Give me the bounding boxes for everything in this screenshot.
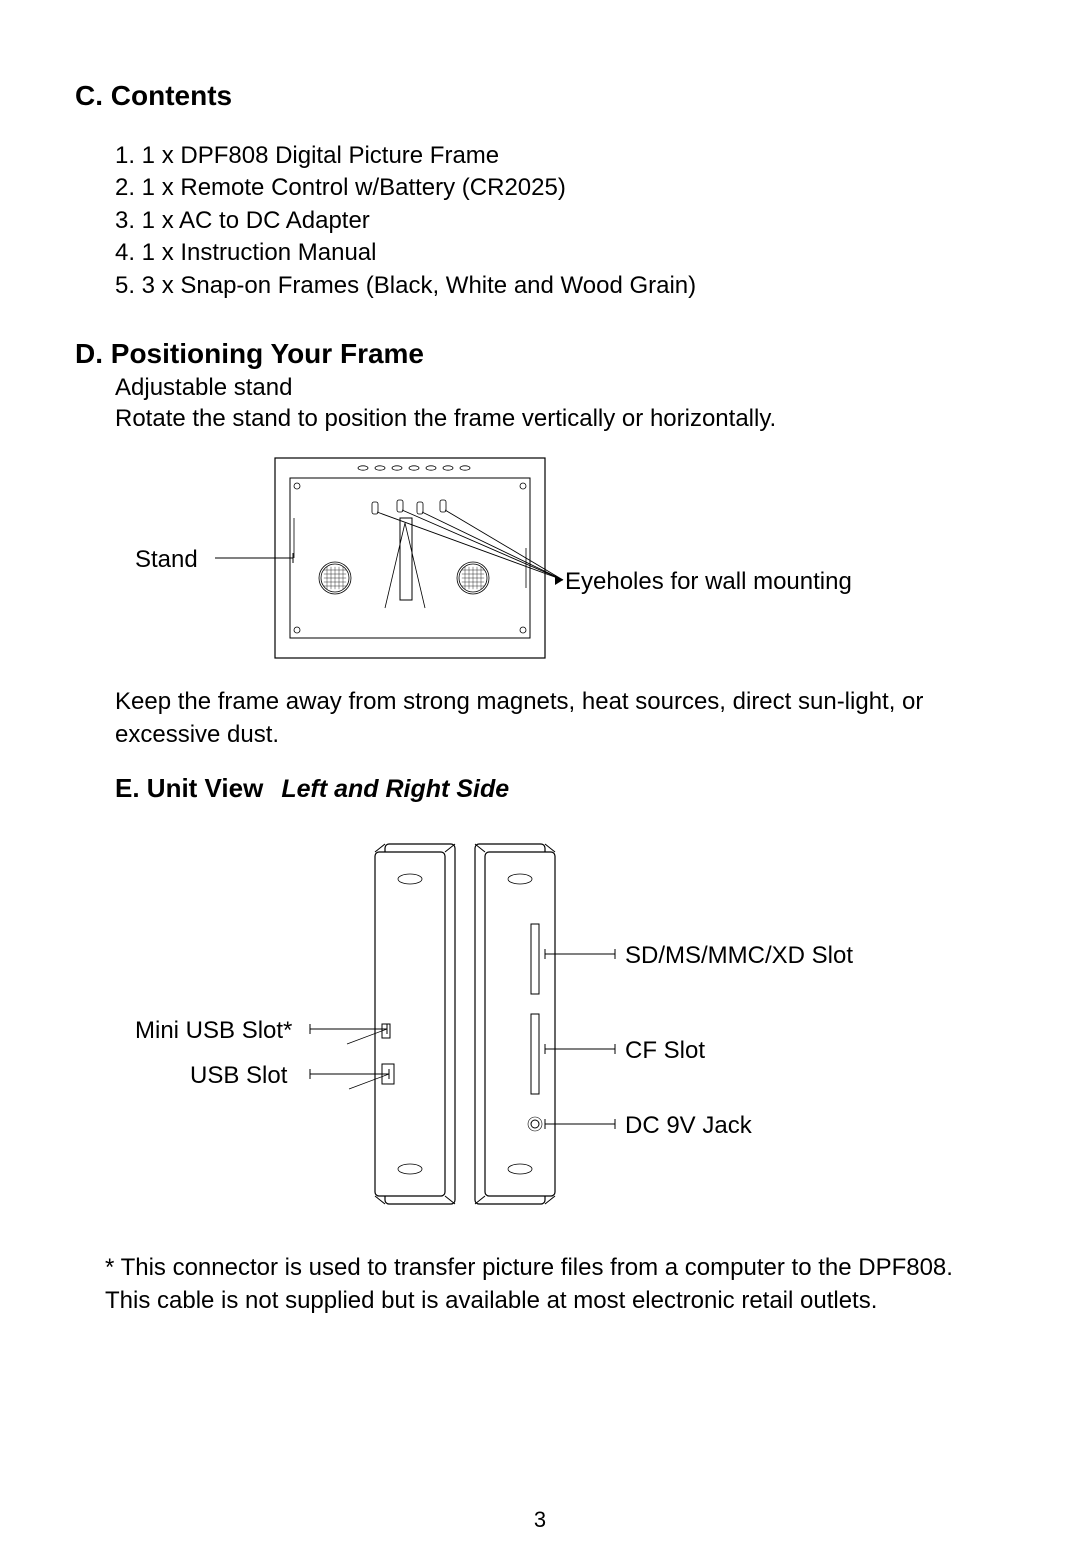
section-e-subheading: Left and Right Side (281, 775, 509, 804)
contents-list: 1. 1 x DPF808 Digital Picture Frame 2. 1… (115, 140, 1005, 302)
unit-side-diagram: Mini USB Slot* USB Slot SD/MS/MMC/XD Slo… (75, 824, 1005, 1224)
section-c-heading: C. Contents (75, 80, 1005, 112)
usb-label: USB Slot (190, 1062, 287, 1090)
contents-item: 3. 1 x AC to DC Adapter (115, 205, 1005, 237)
mini-usb-label: Mini USB Slot* (135, 1017, 292, 1045)
section-e-footnote: * This connector is used to transfer pic… (105, 1252, 975, 1317)
contents-item: 4. 1 x Instruction Manual (115, 237, 1005, 269)
contents-item: 2. 1 x Remote Control w/Battery (CR2025) (115, 172, 1005, 204)
section-d-warning: Keep the frame away from strong magnets,… (115, 686, 985, 751)
frame-back-diagram: Stand Eyeholes for wall mounting (75, 448, 1005, 668)
dc-jack-label: DC 9V Jack (625, 1112, 752, 1140)
section-d-sub1: Adjustable stand (115, 372, 1005, 403)
eyeholes-label: Eyeholes for wall mounting (565, 568, 852, 596)
contents-item: 1. 1 x DPF808 Digital Picture Frame (115, 140, 1005, 172)
contents-item: 5. 3 x Snap-on Frames (Black, White and … (115, 270, 1005, 302)
section-d-heading: D. Positioning Your Frame (75, 338, 1005, 370)
section-e-heading: E. Unit View (115, 773, 263, 804)
page-number: 3 (0, 1507, 1080, 1533)
cf-slot-label: CF Slot (625, 1037, 705, 1065)
stand-label: Stand (135, 546, 198, 574)
section-d-sub2: Rotate the stand to position the frame v… (115, 403, 1005, 434)
sd-slot-label: SD/MS/MMC/XD Slot (625, 942, 853, 970)
